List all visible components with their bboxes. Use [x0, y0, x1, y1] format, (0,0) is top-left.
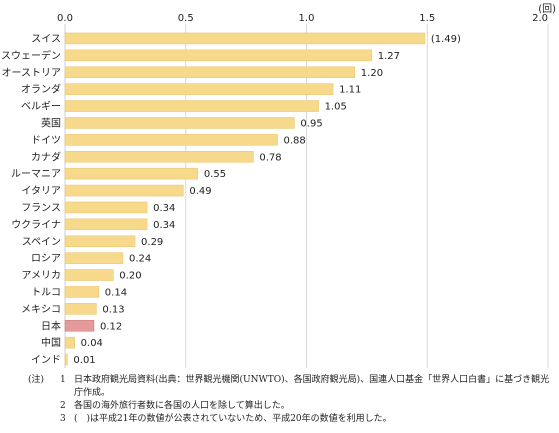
value-label: 1.27 [378, 51, 400, 62]
footnote-number: 3 [60, 414, 66, 424]
category-label: スペイン [22, 237, 61, 248]
value-label: 0.78 [259, 152, 281, 163]
bars: スイス (1.49) スウェーデン 1.27 オーストリア 1.20 オランダ 1.11 ベルギ… [1, 32, 461, 366]
value-label: 0.34 [153, 203, 175, 214]
value-label: 1.11 [339, 85, 361, 96]
value-label: 0.14 [105, 287, 127, 298]
category-label: ロシア [31, 254, 61, 265]
value-label: 0.88 [284, 135, 306, 146]
footnote-number: 1 [60, 375, 66, 385]
bar [64, 353, 68, 366]
category-label: ドイツ [31, 135, 61, 146]
category-label: 日本 [41, 319, 61, 332]
footnote-text: ( )は平成21年の数値が公表されていないため、平成20年の数値を利用した。 [74, 414, 392, 424]
x-tick-label: 2.0 [532, 13, 548, 24]
bar [64, 117, 295, 129]
bar-highlight [64, 320, 95, 332]
bar [64, 218, 148, 231]
category-label: アメリカ [22, 270, 62, 282]
value-label: 1.05 [325, 102, 347, 113]
value-label: (1.49) [431, 34, 461, 45]
value-label: 1.20 [361, 68, 383, 79]
category-label: スウェーデン [1, 49, 61, 62]
bar [64, 49, 372, 62]
bar [64, 235, 136, 247]
category-label: トルコ [31, 287, 61, 298]
axis-unit-label: (回) [538, 3, 556, 15]
footnote-1: (注) 1 日本政府観光局資料(出典：世界観光機関(UNWTO)、各国政府観光局… [28, 374, 556, 400]
category-label: カナダ [31, 150, 61, 163]
bar [64, 151, 254, 163]
value-label: 0.12 [100, 321, 122, 332]
bar [64, 336, 75, 349]
value-label: 0.34 [153, 220, 175, 231]
x-tick-label: 1.0 [299, 13, 315, 24]
value-label: 0.13 [102, 304, 124, 315]
bar [64, 134, 278, 146]
bar [64, 303, 97, 315]
value-label: 0.24 [129, 254, 151, 265]
category-label: ベルギー [21, 101, 61, 113]
x-tick-label: 0.5 [178, 13, 194, 24]
bar [64, 66, 356, 78]
bar [64, 184, 184, 197]
value-label: 0.29 [141, 237, 163, 248]
bar [64, 32, 426, 45]
footnote-number: 2 [60, 401, 66, 411]
category-label: オランダ [21, 83, 61, 96]
footnote-prefix: (注) [28, 375, 45, 385]
value-label: 0.49 [189, 186, 211, 197]
footnote-text: 各国の海外旅行者数に各国の人口を除して算出した。 [74, 401, 290, 411]
footnote-text: 日本政府観光局資料(出典：世界観光機関(UNWTO)、各国政府観光局)、国連人口… [74, 375, 550, 398]
category-label: ウクライナ [11, 219, 61, 231]
category-label: オーストリア [2, 67, 62, 79]
bar [64, 286, 100, 298]
bar [64, 83, 334, 95]
category-label: フランス [21, 202, 61, 214]
value-label: 0.04 [81, 338, 103, 349]
bar [64, 100, 319, 112]
x-tick-label: 1.5 [419, 13, 435, 24]
category-label: 英国 [41, 116, 61, 129]
value-label: 0.95 [300, 118, 322, 129]
value-label: 0.01 [73, 355, 95, 366]
category-label: メキシコ [21, 304, 61, 315]
bar [64, 252, 124, 264]
category-label: イタリア [21, 185, 61, 197]
category-label: ルーマニア [11, 169, 61, 180]
category-label: 中国 [41, 336, 61, 349]
footnote-3: 3 ( )は平成21年の数値が公表されていないため、平成20年の数値を利用した。 [28, 413, 556, 426]
bar [64, 167, 199, 180]
footnote-2: 2 各国の海外旅行者数に各国の人口を除して算出した。 [28, 400, 556, 413]
bar [64, 269, 114, 281]
x-axis-ticks: 0.0 0.5 1.0 1.5 2.0 [57, 13, 548, 24]
x-tick-label: 0.0 [57, 13, 73, 24]
bar-chart: 0.0 0.5 1.0 1.5 2.0 (回) スイス (1.49) スウェーデン 1.27 オ… [1, 3, 556, 368]
footnotes: (注) 1 日本政府観光局資料(出典：世界観光機関(UNWTO)、各国政府観光局… [28, 374, 556, 426]
value-label: 0.20 [119, 271, 141, 282]
category-label: インド [31, 355, 61, 366]
value-label: 0.55 [204, 169, 226, 180]
bar [64, 201, 148, 214]
category-label: スイス [31, 34, 61, 45]
